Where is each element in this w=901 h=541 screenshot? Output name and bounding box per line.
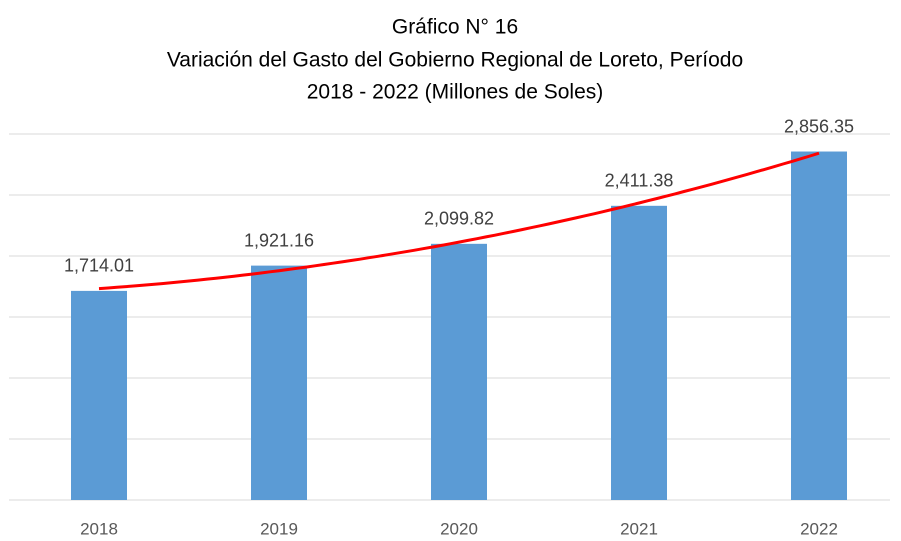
bar <box>791 151 847 500</box>
x-tick-label: 2018 <box>80 519 118 538</box>
bar <box>251 265 307 500</box>
data-label: 2,856.35 <box>784 116 854 136</box>
chart-title: Gráfico N° 16 <box>392 16 518 39</box>
chart-title: Variación del Gasto del Gobierno Regiona… <box>167 49 743 72</box>
data-label: 2,099.82 <box>424 209 494 229</box>
chart-title: 2018 - 2022 (Millones de Soles) <box>307 81 604 104</box>
x-tick-label: 2019 <box>260 519 298 538</box>
x-tick-label: 2021 <box>620 519 658 538</box>
data-label: 2,411.38 <box>605 171 674 191</box>
data-label: 1,921.16 <box>244 230 314 250</box>
x-tick-label: 2020 <box>440 519 478 538</box>
bar <box>611 205 667 500</box>
bar <box>431 243 487 500</box>
data-label: 1,714.01 <box>64 256 134 276</box>
x-tick-label: 2022 <box>800 519 838 538</box>
bar <box>71 290 127 500</box>
trendline <box>98 151 820 291</box>
